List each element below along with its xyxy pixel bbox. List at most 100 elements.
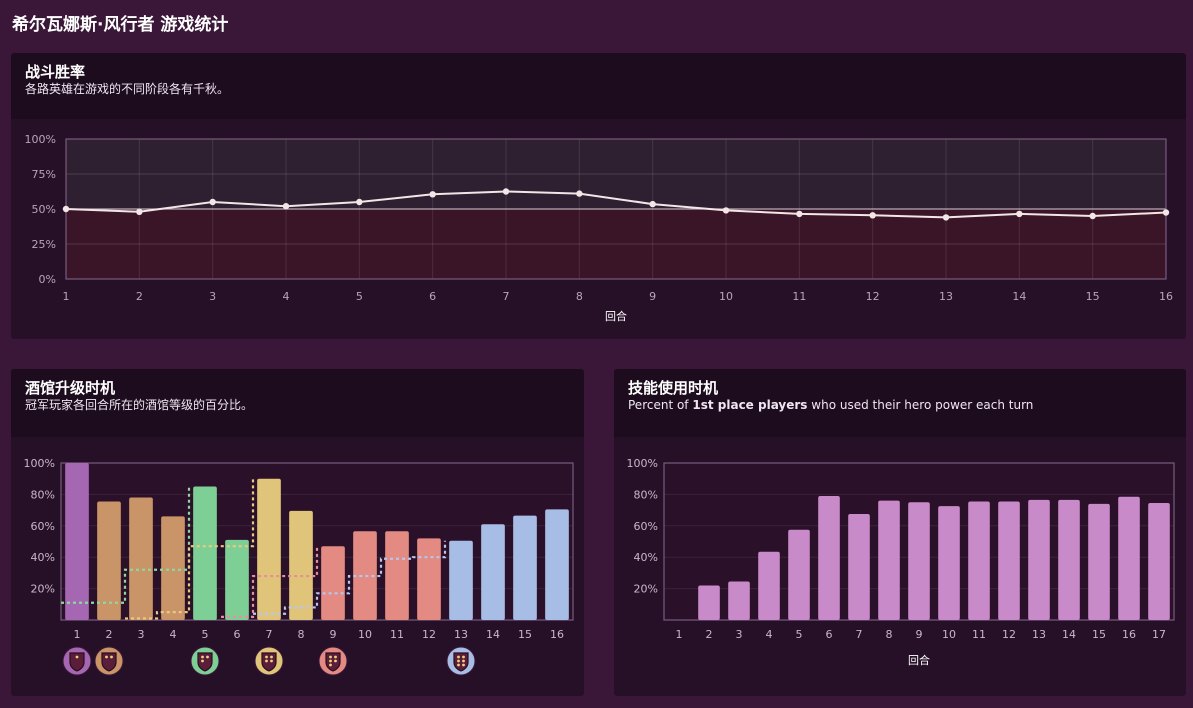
power-bar	[848, 514, 870, 620]
tavern-upgrade-trend-line	[61, 486, 191, 604]
power-x-tick-label: 3	[736, 628, 743, 641]
tavern-bar-chart: 20%40%60%80%100%1 2 3 4 5 6 7 8 9 10 11 12 13 14 15 16	[24, 457, 574, 676]
page-title: 希尔瓦娜斯·风行者 游戏统计	[12, 15, 229, 35]
winrate-x-tick-label: 12	[866, 290, 880, 303]
tavern-panel-header: 酒馆升级时机 冠军玩家各回合所在的酒馆等级的百分比。	[11, 369, 584, 437]
tavern-bar	[97, 501, 121, 620]
power-x-tick-label: 7	[856, 628, 863, 641]
winrate-x-tick-label: 8	[576, 290, 583, 303]
winrate-y-tick-label: 0%	[39, 273, 56, 286]
tavern-subtitle: 冠军玩家各回合所在的酒馆等级的百分比。	[25, 398, 254, 412]
power-bar	[1088, 503, 1110, 620]
winrate-point	[62, 205, 70, 213]
hero-power-bar-chart: 20%40%60%80%100%1 2 3 4 5 6 7 8 9 10 11 12 13 14 15 16 1…	[627, 457, 1175, 667]
tavern-x-tick-label: 9	[330, 628, 337, 641]
tavern-tier-4-badge-icon	[254, 646, 284, 676]
tier-star-pip	[334, 659, 337, 663]
power-x-tick-label: 16	[1122, 628, 1136, 641]
tavern-x-tick-label: 6	[234, 628, 241, 641]
power-x-tick-label: 12	[1002, 628, 1016, 641]
winrate-y-tick-label: 100%	[25, 133, 56, 146]
tavern-x-tick-label: 16	[550, 628, 564, 641]
winrate-point	[942, 214, 950, 221]
tier-shield-icon	[261, 652, 277, 672]
tavern-y-tick-label: 20%	[31, 583, 55, 596]
power-y-tick-label: 60%	[634, 520, 658, 533]
power-bar	[728, 581, 750, 620]
tavern-x-tick-label: 15	[518, 628, 532, 641]
winrate-point	[502, 188, 510, 195]
winrate-point	[576, 190, 583, 197]
power-x-tick-label: 9	[916, 628, 923, 641]
power-bar	[878, 500, 900, 620]
winrate-x-tick-label: 16	[1159, 290, 1173, 303]
power-x-tick-label: 5	[796, 628, 803, 641]
tavern-y-tick-label: 100%	[24, 457, 55, 470]
winrate-x-tick-label: 10	[719, 290, 733, 303]
tavern-x-tick-label: 14	[486, 628, 500, 641]
power-y-tick-label: 100%	[627, 457, 658, 470]
tavern-bar	[65, 463, 89, 620]
tavern-y-tick-label: 60%	[31, 520, 55, 533]
tavern-bar	[289, 510, 313, 620]
winrate-x-tick-label: 13	[939, 290, 953, 303]
tier-star-pip	[105, 655, 108, 659]
tavern-x-tick-label: 2	[106, 628, 113, 641]
winrate-point	[796, 210, 803, 218]
power-panel-header: 技能使用时机 Percent of 1st place players who …	[614, 369, 1186, 437]
winrate-x-tick-label: 1	[63, 290, 70, 303]
tavern-tier-5-badge-icon	[318, 646, 348, 676]
winrate-x-tick-label: 14	[1012, 290, 1026, 303]
winrate-point	[722, 207, 730, 214]
tavern-bar	[129, 497, 153, 620]
tier-star-pip	[329, 659, 332, 663]
power-y-tick-label: 20%	[634, 583, 658, 596]
power-x-tick-label: 2	[706, 628, 713, 641]
tavern-x-tick-label: 1	[74, 628, 81, 641]
tier-star-pip	[329, 655, 332, 659]
tier-star-pip	[265, 659, 268, 663]
winrate-y-tick-label: 75%	[32, 168, 56, 181]
power-x-tick-label: 14	[1062, 628, 1076, 641]
tier-star-pip	[110, 655, 113, 659]
tier-star-pip	[270, 659, 273, 663]
tier-star-pip	[457, 663, 460, 667]
tier-shield-icon	[325, 652, 341, 672]
tavern-bar	[385, 531, 409, 620]
winrate-x-tick-label: 3	[209, 290, 216, 303]
winrate-x-axis-label: 回合	[605, 309, 627, 323]
tavern-bar	[161, 516, 185, 620]
power-subtitle-post: who used their hero power each turn	[807, 398, 1034, 412]
winrate-lower-band	[66, 209, 1166, 279]
winrate-x-tick-label: 9	[649, 290, 656, 303]
tavern-bar	[193, 486, 217, 620]
winrate-point	[282, 203, 290, 210]
winrate-point	[136, 208, 143, 215]
winrate-point	[1016, 210, 1023, 218]
tavern-x-tick-label: 11	[390, 628, 404, 641]
power-x-tick-label: 13	[1032, 628, 1046, 641]
winrate-x-tick-label: 15	[1086, 290, 1100, 303]
tavern-bar	[257, 478, 281, 620]
winrate-panel-header: 战斗胜率 各路英雄在游戏的不同阶段各有千秋。	[11, 53, 1186, 119]
tavern-upgrade-trend-line	[253, 540, 447, 615]
tavern-x-tick-label: 4	[170, 628, 177, 641]
tier-star-pip	[270, 655, 273, 659]
power-bar	[908, 502, 930, 620]
tavern-bar	[513, 515, 537, 620]
power-subtitle: Percent of 1st place players who used th…	[628, 397, 1172, 413]
tavern-x-tick-label: 10	[358, 628, 372, 641]
winrate-y-tick-label: 25%	[32, 238, 56, 251]
power-bar	[818, 495, 840, 620]
power-bar	[938, 506, 960, 620]
power-x-tick-label: 11	[972, 628, 986, 641]
power-y-tick-label: 80%	[634, 488, 658, 501]
power-bar	[698, 585, 720, 620]
power-subtitle-pre: Percent of	[628, 398, 693, 412]
tavern-tier-6-badge-icon	[446, 646, 476, 676]
tier-star-pip	[462, 659, 465, 663]
power-x-axis-label: 回合	[908, 653, 930, 667]
tavern-title: 酒馆升级时机	[25, 379, 116, 397]
tier-star-pip	[201, 659, 204, 663]
